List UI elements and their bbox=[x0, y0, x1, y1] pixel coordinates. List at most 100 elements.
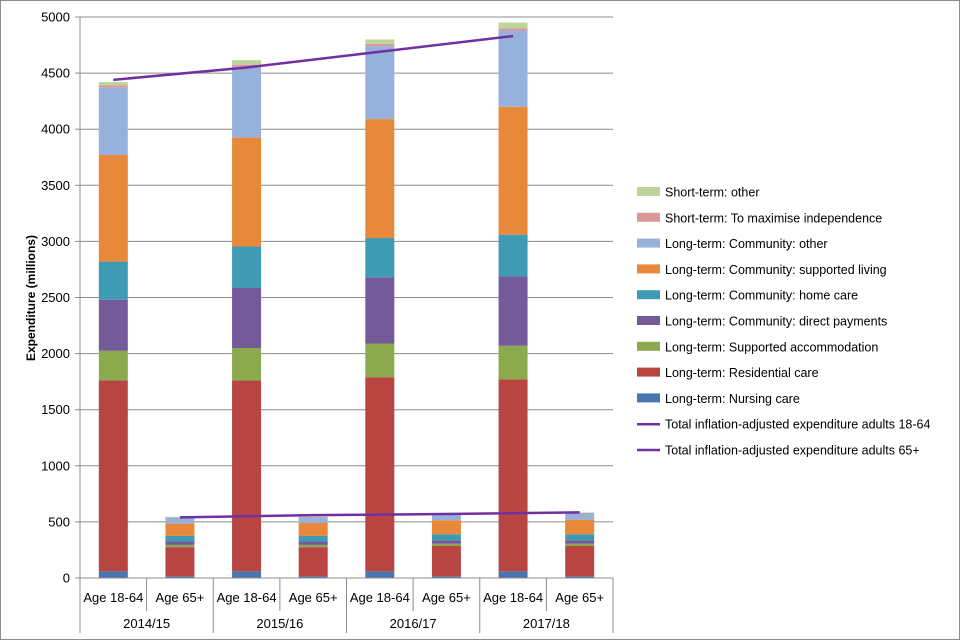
bar-segment-3-7 bbox=[232, 66, 262, 138]
bar-segment-3-4 bbox=[232, 287, 262, 348]
y-axis-label: Expenditure (millions) bbox=[24, 235, 38, 361]
legend-swatch bbox=[637, 341, 660, 351]
legend-label: Long-term: Residential care bbox=[665, 366, 819, 380]
x-tick-label: Age 65+ bbox=[289, 590, 338, 605]
bar-segment-5-3 bbox=[365, 343, 395, 378]
y-tick-label: 0 bbox=[63, 571, 70, 586]
bar-stacks bbox=[98, 22, 595, 578]
x-tick-label: Age 65+ bbox=[422, 590, 471, 605]
bar-segment-3-1 bbox=[232, 571, 262, 578]
bar-segment-8-4 bbox=[565, 540, 595, 544]
bar-segment-6-2 bbox=[431, 546, 461, 577]
y-tick-label: 2500 bbox=[41, 290, 70, 305]
legend-label: Short-term: To maximise independence bbox=[665, 211, 882, 225]
legend-label: Long-term: Supported accommodation bbox=[665, 340, 878, 354]
bar-segment-7-1 bbox=[498, 571, 528, 578]
bar-segment-4-9 bbox=[298, 516, 328, 517]
bar-segment-4-2 bbox=[298, 547, 328, 577]
bar-segment-4-3 bbox=[298, 544, 328, 548]
legend-label: Long-term: Community: direct payments bbox=[665, 315, 887, 329]
y-tick-label: 5000 bbox=[41, 10, 70, 25]
bar-segment-7-8 bbox=[498, 28, 528, 31]
gridlines bbox=[80, 16, 613, 579]
legend-swatch bbox=[637, 316, 660, 325]
x-tick-label: Age 65+ bbox=[156, 590, 205, 605]
legend-label: Long-term: Nursing care bbox=[665, 392, 800, 406]
bar-segment-4-8 bbox=[298, 516, 328, 518]
bar-segment-6-5 bbox=[431, 534, 461, 541]
bar-segment-3-5 bbox=[232, 246, 262, 288]
x-group-label: 2017/18 bbox=[523, 616, 570, 631]
legend-label: Total inflation-adjusted expenditure adu… bbox=[665, 444, 920, 458]
bar-segment-4-7 bbox=[298, 517, 328, 524]
legend-label: Long-term: Community: home care bbox=[665, 289, 858, 303]
bar-segment-8-7 bbox=[565, 513, 595, 520]
bar-segment-5-8 bbox=[365, 43, 395, 47]
bar-segment-2-8 bbox=[165, 517, 195, 518]
legend-swatch bbox=[637, 238, 660, 248]
bar-segment-3-3 bbox=[232, 347, 262, 381]
legend-swatch bbox=[637, 393, 660, 403]
trend-line-2 bbox=[179, 511, 580, 519]
bar-segment-1-5 bbox=[98, 261, 128, 300]
x-group-label: 2015/16 bbox=[256, 616, 303, 631]
bar-segment-7-4 bbox=[498, 276, 528, 346]
bar-segment-4-6 bbox=[298, 523, 328, 536]
legend-swatch bbox=[637, 367, 660, 377]
bar-segment-6-1 bbox=[431, 576, 461, 578]
y-tick-label: 2000 bbox=[41, 346, 70, 361]
y-tick-label: 500 bbox=[48, 514, 70, 529]
trend-lines bbox=[113, 34, 580, 519]
x-tick-label: Age 18-64 bbox=[83, 590, 143, 605]
bar-segment-1-4 bbox=[98, 299, 128, 351]
y-axis: 0 500 1000 1500 2000 2500 3000 3500 4000 4500 5000 bbox=[41, 10, 81, 586]
bar-segment-2-2 bbox=[165, 547, 195, 577]
bar-segment-3-8 bbox=[232, 64, 262, 67]
y-tick-label: 3000 bbox=[41, 234, 70, 249]
bar-segment-8-3 bbox=[565, 543, 595, 547]
bar-segment-2-3 bbox=[165, 544, 195, 548]
legend-label: Long-term: Community: other bbox=[665, 237, 828, 251]
legend-swatch bbox=[637, 290, 660, 300]
trend-line-1 bbox=[113, 34, 514, 82]
bar-segment-8-2 bbox=[565, 546, 595, 577]
bar-segment-7-9 bbox=[498, 22, 528, 29]
bar-segment-7-3 bbox=[498, 345, 528, 380]
bar-segment-7-5 bbox=[498, 234, 528, 277]
bar-segment-2-5 bbox=[165, 535, 195, 542]
x-group-label: 2016/17 bbox=[390, 616, 437, 631]
x-group-label: 2014/15 bbox=[123, 616, 170, 631]
legend-swatch bbox=[637, 264, 660, 274]
bar-segment-5-5 bbox=[365, 238, 395, 278]
bar-segment-8-6 bbox=[565, 519, 595, 535]
legend-label: Long-term: Community: supported living bbox=[665, 263, 887, 277]
bar-segment-6-4 bbox=[431, 540, 461, 544]
legend-swatch bbox=[637, 212, 660, 222]
bar-segment-4-1 bbox=[298, 576, 328, 578]
bar-segment-4-5 bbox=[298, 535, 328, 542]
legend: Short-term: other Short-term: To maximise… bbox=[637, 186, 931, 458]
bar-segment-2-7 bbox=[165, 517, 195, 524]
y-tick-label: 1000 bbox=[41, 458, 70, 473]
x-tick-label: Age 18-64 bbox=[217, 590, 277, 605]
bar-segment-2-1 bbox=[165, 576, 195, 578]
bar-segment-3-2 bbox=[232, 380, 262, 572]
bar-segment-5-9 bbox=[365, 39, 395, 44]
bar-segment-7-6 bbox=[498, 106, 528, 235]
bar-segment-8-1 bbox=[565, 576, 595, 578]
bar-segment-5-4 bbox=[365, 277, 395, 344]
x-tick-label: Age 18-64 bbox=[483, 590, 543, 605]
bar-segment-6-3 bbox=[431, 543, 461, 547]
bar-segment-5-6 bbox=[365, 119, 395, 239]
bar-segment-7-7 bbox=[498, 30, 528, 107]
x-tick-label: Age 18-64 bbox=[350, 590, 410, 605]
x-tick-label: Age 65+ bbox=[555, 590, 604, 605]
bar-segment-1-3 bbox=[98, 350, 128, 381]
bar-segment-5-7 bbox=[365, 46, 395, 120]
bar-segment-4-4 bbox=[298, 541, 328, 545]
legend-label: Total inflation-adjusted expenditure adu… bbox=[665, 418, 931, 432]
bar-segment-5-2 bbox=[365, 377, 395, 572]
y-tick-label: 4000 bbox=[41, 122, 70, 137]
y-tick-label: 4500 bbox=[41, 66, 70, 81]
